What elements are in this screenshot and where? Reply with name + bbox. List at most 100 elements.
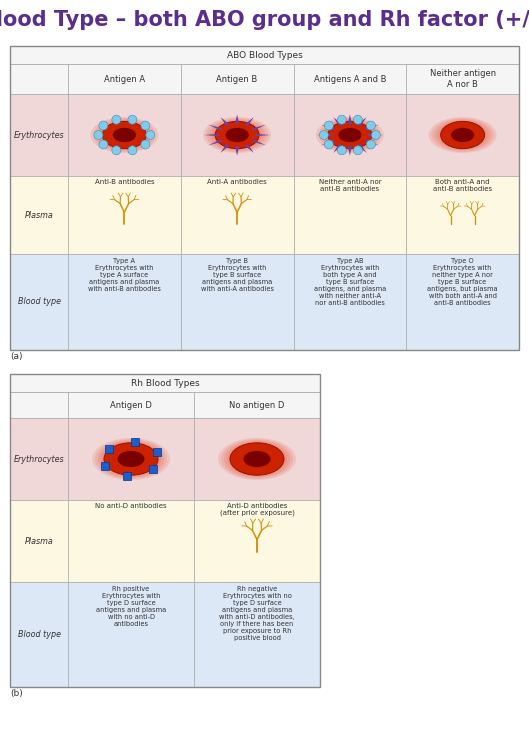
Ellipse shape	[319, 118, 381, 152]
Ellipse shape	[98, 441, 164, 477]
Bar	[406, 94, 519, 176]
Polygon shape	[364, 139, 379, 145]
Ellipse shape	[428, 117, 497, 153]
Bar	[194, 392, 320, 418]
Bar	[10, 254, 68, 350]
Polygon shape	[357, 144, 367, 153]
Bar	[153, 449, 161, 457]
Bar	[10, 94, 68, 176]
Bar	[68, 582, 194, 687]
Text: Rh negative
Erythrocytes with no
type D surface
antigens and plasma
with anti-D : Rh negative Erythrocytes with no type D …	[219, 586, 295, 641]
Ellipse shape	[316, 117, 384, 153]
Text: Plasma: Plasma	[25, 210, 53, 219]
Bar	[101, 461, 109, 469]
Ellipse shape	[113, 128, 136, 142]
Polygon shape	[357, 117, 367, 126]
Circle shape	[141, 121, 150, 130]
Ellipse shape	[328, 121, 372, 148]
Polygon shape	[255, 134, 270, 137]
Circle shape	[367, 121, 376, 130]
Ellipse shape	[96, 120, 152, 151]
Bar	[10, 582, 68, 687]
Circle shape	[324, 140, 333, 149]
Bar	[194, 582, 320, 687]
Ellipse shape	[215, 121, 259, 148]
Circle shape	[146, 131, 155, 139]
Ellipse shape	[227, 441, 287, 477]
Ellipse shape	[451, 128, 474, 142]
Bar	[68, 392, 194, 418]
Bar	[10, 176, 68, 254]
Ellipse shape	[224, 441, 290, 477]
Circle shape	[94, 131, 103, 139]
Polygon shape	[208, 125, 223, 131]
Text: Type AB
Erythrocytes with
both type A and
type B surface
antigens, and plasma
wi: Type AB Erythrocytes with both type A an…	[314, 258, 386, 306]
Ellipse shape	[95, 439, 167, 479]
Ellipse shape	[103, 121, 147, 148]
Bar	[294, 254, 406, 350]
Ellipse shape	[94, 118, 156, 152]
Bar	[68, 176, 181, 254]
Ellipse shape	[437, 120, 488, 149]
Polygon shape	[316, 134, 332, 137]
Ellipse shape	[221, 439, 293, 479]
Bar	[150, 466, 158, 473]
Ellipse shape	[212, 120, 262, 149]
Circle shape	[371, 131, 380, 139]
Text: Antigen D: Antigen D	[110, 401, 152, 410]
Polygon shape	[221, 117, 230, 126]
Ellipse shape	[432, 118, 494, 152]
Ellipse shape	[218, 438, 296, 480]
Polygon shape	[252, 139, 266, 145]
Bar	[68, 418, 194, 500]
Bar	[131, 438, 139, 446]
Ellipse shape	[104, 443, 158, 475]
Polygon shape	[333, 117, 343, 126]
Circle shape	[338, 115, 346, 124]
Bar	[10, 392, 68, 418]
Ellipse shape	[322, 120, 378, 151]
Bar	[10, 46, 519, 350]
Bar	[294, 64, 406, 94]
Ellipse shape	[117, 451, 144, 467]
Circle shape	[338, 146, 346, 155]
Text: Plasma: Plasma	[25, 537, 53, 545]
Bar	[68, 254, 181, 350]
Bar	[181, 254, 294, 350]
Ellipse shape	[230, 443, 284, 475]
Text: Type B
Erythrocytes with
type B surface
antigens and plasma
with anti-A antibodi: Type B Erythrocytes with type B surface …	[200, 258, 273, 292]
Bar	[123, 472, 131, 480]
Text: Anti-B antibodies: Anti-B antibodies	[95, 179, 154, 185]
Bar	[10, 500, 68, 582]
Bar	[181, 64, 294, 94]
Polygon shape	[244, 117, 254, 126]
Bar	[68, 94, 181, 176]
Bar	[194, 500, 320, 582]
Ellipse shape	[99, 120, 149, 149]
Text: (a): (a)	[10, 352, 23, 361]
Ellipse shape	[90, 117, 158, 153]
Ellipse shape	[225, 128, 249, 142]
Polygon shape	[244, 144, 254, 153]
Polygon shape	[348, 146, 352, 156]
Polygon shape	[204, 134, 219, 137]
Bar	[294, 94, 406, 176]
Circle shape	[324, 121, 333, 130]
Bar	[406, 64, 519, 94]
Bar	[181, 176, 294, 254]
Ellipse shape	[209, 120, 265, 151]
Polygon shape	[221, 144, 230, 153]
Text: Erythrocytes: Erythrocytes	[14, 455, 65, 463]
Circle shape	[320, 131, 329, 139]
Ellipse shape	[441, 121, 485, 148]
Bar	[68, 500, 194, 582]
Text: Erythrocytes: Erythrocytes	[14, 131, 65, 139]
Polygon shape	[321, 125, 335, 131]
Bar	[181, 94, 294, 176]
Text: Antigen B: Antigen B	[216, 75, 258, 83]
Text: Anti-A antibodies: Anti-A antibodies	[207, 179, 267, 185]
Circle shape	[128, 115, 137, 124]
Polygon shape	[321, 139, 335, 145]
Text: Both anti-A and
anti-B antibodies: Both anti-A and anti-B antibodies	[433, 179, 492, 192]
Text: Neither anti-A nor
anti-B antibodies: Neither anti-A nor anti-B antibodies	[318, 179, 381, 192]
